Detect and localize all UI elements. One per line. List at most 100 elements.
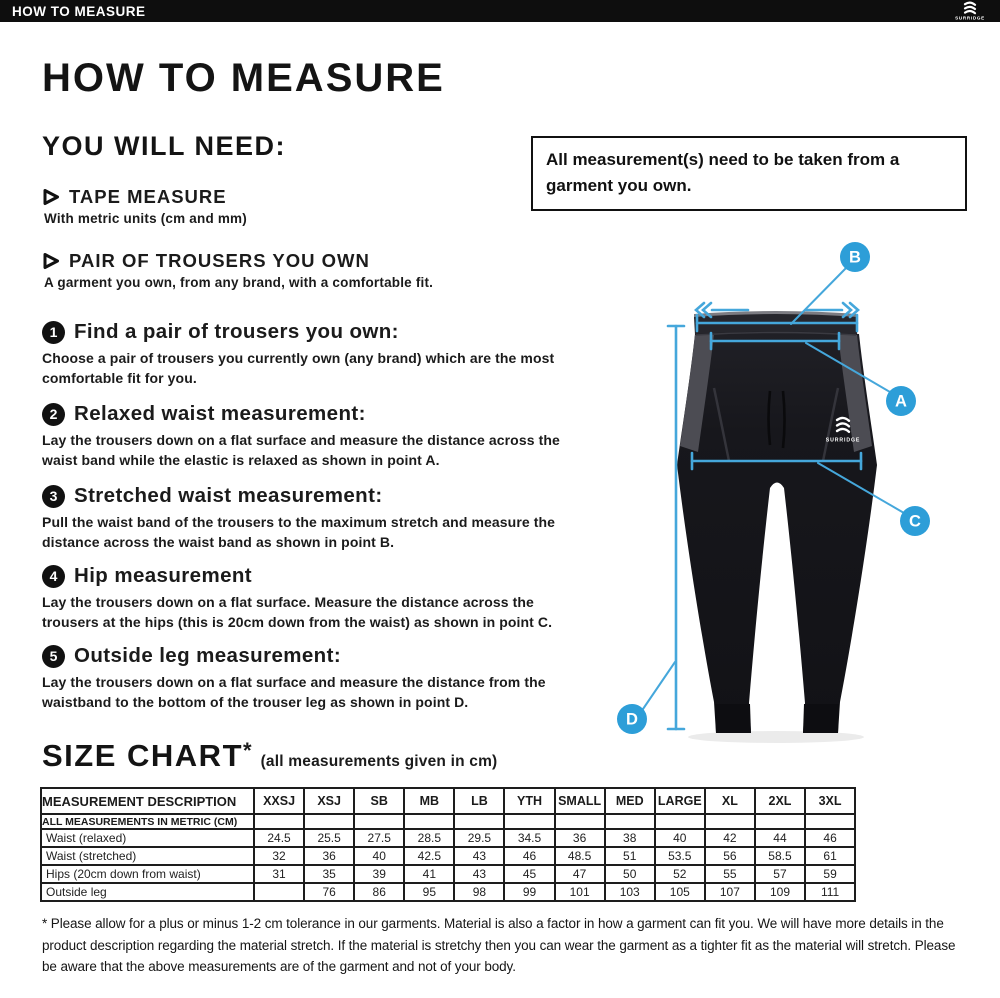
empty-cell (353, 813, 406, 830)
size-value-cell: 107 (703, 882, 756, 902)
side-panel-left (680, 335, 714, 452)
table-header-row: MEASUREMENT DESCRIPTION XXSJ XSJ SB MB LB YTH S… (40, 787, 857, 815)
measurement-lines (642, 265, 905, 731)
size-value-cell: 47 (553, 864, 606, 884)
size-chart-table-wrap: MEASUREMENT DESCRIPTION XXSJ XSJ SB MB LB YTH S… (40, 787, 857, 902)
measurement-note-box: All measurement(s) need to be taken from… (531, 136, 967, 211)
size-value-cell: 34.5 (503, 828, 556, 848)
size-value-cell: 56 (703, 846, 756, 866)
column-header: SB (353, 787, 406, 815)
empty-cell (553, 813, 606, 830)
pocket-right (821, 387, 840, 462)
size-chart-heading: SIZE CHART* (all measurements given in cm… (42, 738, 497, 774)
column-header: 2XL (753, 787, 807, 815)
marker-a-label: A (895, 393, 907, 411)
leader-c (817, 462, 905, 514)
size-value-cell: 41 (403, 864, 456, 884)
size-value-cell: 48.5 (553, 846, 606, 866)
leader-d (642, 661, 676, 710)
size-value-cell: 32 (252, 846, 306, 866)
step-item: 3 Stretched waist measurement: Pull the wa… (42, 484, 602, 553)
size-chart-asterisk: * (243, 738, 252, 763)
table-row: Waist (relaxed) 24.5 25.5 27.5 28.5 29.5 34.5 3… (40, 828, 857, 848)
empty-cell (653, 813, 706, 830)
column-header: 3XL (804, 787, 857, 815)
size-value-cell: 99 (503, 882, 556, 902)
waistband (694, 314, 858, 335)
size-chart-table: MEASUREMENT DESCRIPTION XXSJ XSJ SB MB LB YTH S… (40, 787, 857, 902)
step-number-badge: 1 (42, 320, 65, 344)
table-row: Waist (stretched) 32 36 40 42.5 43 46 48.5 51 53.… (40, 846, 857, 866)
step-number-badge: 4 (42, 564, 65, 588)
leader-a (805, 342, 891, 393)
top-bar-title: HOW TO MEASURE (12, 3, 146, 19)
trousers-image: SURRIDGE (677, 311, 877, 733)
size-value-cell: 42 (703, 828, 756, 848)
size-value-cell: 95 (403, 882, 456, 902)
top-bar: HOW TO MEASURE SURRIDGE (0, 0, 1000, 22)
floor-shadow (688, 731, 864, 743)
drawcord-left (767, 390, 772, 446)
marker-a (886, 386, 916, 416)
size-value-cell: 55 (703, 864, 756, 884)
size-value-cell: 36 (553, 828, 606, 848)
column-header: SMALL (553, 787, 606, 815)
marker-b (840, 242, 870, 272)
leader-b (790, 265, 849, 325)
trousers-body (677, 331, 877, 733)
step-title: Outside leg measurement: (74, 644, 342, 667)
step-item: 4 Hip measurement Lay the trousers down on… (42, 564, 602, 633)
step-body: Lay the trousers down on a flat surface … (42, 674, 546, 710)
step-title: Stretched waist measurement: (74, 484, 383, 507)
tolerance-footnote: * Please allow for a plus or minus 1-2 c… (42, 916, 956, 975)
measurement-note-text: All measurement(s) need to be taken from… (546, 150, 900, 196)
empty-cell (603, 813, 656, 830)
size-value-cell: 40 (653, 828, 706, 848)
row-label: Outside leg (40, 882, 255, 902)
trousers-measurement-diagram: SURRIDGE A B C D (617, 242, 930, 743)
metric-note-row: ALL MEASUREMENTS IN METRIC (CM) (40, 813, 857, 830)
step-item: 5 Outside leg measurement: Lay the trouser… (42, 644, 602, 713)
size-value-cell: 98 (453, 882, 506, 902)
step-item: 2 Relaxed waist measurement: Lay the trous… (42, 402, 602, 471)
empty-cell (303, 813, 356, 830)
page-title: HOW TO MEASURE (42, 56, 445, 100)
surridge-logo: SURRIDGE (950, 1, 1000, 21)
column-header: LB (453, 787, 506, 815)
empty-cell (503, 813, 556, 830)
size-value-cell: 57 (753, 864, 807, 884)
size-value-cell: 31 (252, 864, 306, 884)
step-body: Lay the trousers down on a flat surface.… (42, 594, 553, 630)
size-value-cell: 28.5 (403, 828, 456, 848)
size-value-cell: 36 (303, 846, 356, 866)
size-value-cell: 42.5 (403, 846, 456, 866)
empty-cell (753, 813, 807, 830)
cuff-left (715, 704, 751, 733)
metric-note-label: ALL MEASUREMENTS IN METRIC (CM) (40, 813, 255, 830)
need-label: TAPE MEASURE (69, 186, 227, 207)
size-value-cell: 52 (653, 864, 706, 884)
measurement-markers: A B C D (617, 242, 930, 734)
size-value-cell: 24.5 (252, 828, 306, 848)
size-value-cell: 35 (303, 864, 356, 884)
size-value-cell: 111 (804, 882, 857, 902)
size-value-cell: 29.5 (453, 828, 506, 848)
column-header: XSJ (303, 787, 356, 815)
column-header: MB (403, 787, 456, 815)
column-header: MEASUREMENT DESCRIPTION (40, 787, 255, 815)
size-value-cell: 103 (603, 882, 656, 902)
garment-logo-text: SURRIDGE (826, 438, 861, 444)
size-value-cell: 53.5 (653, 846, 706, 866)
need-item: PAIR OF TROUSERS YOU OWN A garment you ow… (42, 250, 562, 290)
pocket-left (712, 387, 731, 462)
size-value-cell (252, 882, 306, 902)
need-detail: With metric units (cm and mm) (44, 211, 247, 226)
step-item: 1 Find a pair of trousers you own: Choose … (42, 320, 602, 389)
size-value-cell: 50 (603, 864, 656, 884)
size-value-cell: 25.5 (303, 828, 356, 848)
cuff-right (803, 704, 839, 733)
size-value-cell: 44 (753, 828, 807, 848)
need-detail: A garment you own, from any brand, with … (44, 275, 434, 290)
marker-c-label: C (909, 513, 921, 531)
table-row: Hips (20cm down from waist) 31 35 39 41 43 45 4… (40, 864, 857, 884)
